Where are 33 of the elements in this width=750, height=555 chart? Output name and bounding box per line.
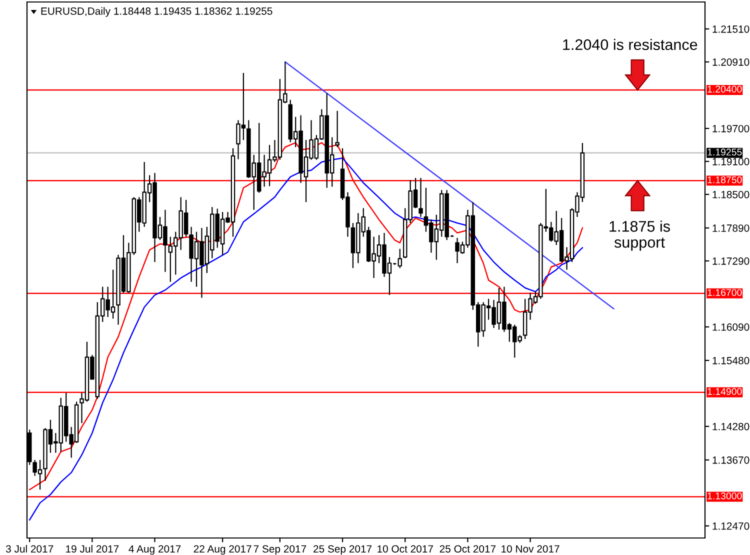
annotation: 1.1875 is support <box>610 220 670 251</box>
x-tick-label: 19 Jul 2017 <box>66 544 119 553</box>
y-tick-label: 1.15480 <box>712 356 750 364</box>
x-tick-label: 25 Sep 2017 <box>314 545 372 555</box>
y-tick-label: 1.18500 <box>712 190 750 198</box>
candlestick <box>335 110 340 148</box>
y-tick-label: 1.20910 <box>712 58 750 66</box>
y-tick-label: 1.21510 <box>712 25 750 33</box>
y-tick-label: 1.14280 <box>712 422 750 430</box>
x-tick-label: 25 Oct 2017 <box>440 545 496 553</box>
y-tick-label: 1.12470 <box>712 522 750 530</box>
x-tick-label: 3 Jul 2017 <box>6 544 54 553</box>
ref-line-label: 1.13000 <box>708 492 742 500</box>
x-tick-label: 4 Aug 2017 <box>128 545 181 555</box>
y-tick-label: 1.17290 <box>712 257 750 265</box>
ref-line-label: 1.19255 <box>708 148 742 156</box>
chart-title: EURUSD,Daily 1.18448 1.19435 1.18362 1.19255 <box>41 7 272 17</box>
y-tick-label: 1.19100 <box>712 158 750 166</box>
candlestick <box>418 177 423 218</box>
ref-line-label: 1.20400 <box>708 86 742 93</box>
x-tick-label: 7 Sep 2017 <box>254 545 306 555</box>
annotation: 1.2040 is resistance <box>563 38 698 50</box>
y-tick-label: 1.17890 <box>712 224 750 232</box>
ref-line-label: 1.16700 <box>708 289 742 296</box>
x-tick-label: 10 Oct 2017 <box>378 545 433 553</box>
x-tick-label: 22 Aug 2017 <box>194 545 252 555</box>
ref-line-label: 1.14900 <box>708 388 742 395</box>
y-tick-label: 1.13670 <box>712 456 750 464</box>
y-tick-label: 1.19700 <box>712 124 750 132</box>
ref-line-label: 1.18750 <box>708 176 742 184</box>
candlestick <box>398 248 402 269</box>
y-tick-label: 1.16090 <box>712 323 750 331</box>
x-tick-label: 10 Nov 2017 <box>502 545 560 553</box>
